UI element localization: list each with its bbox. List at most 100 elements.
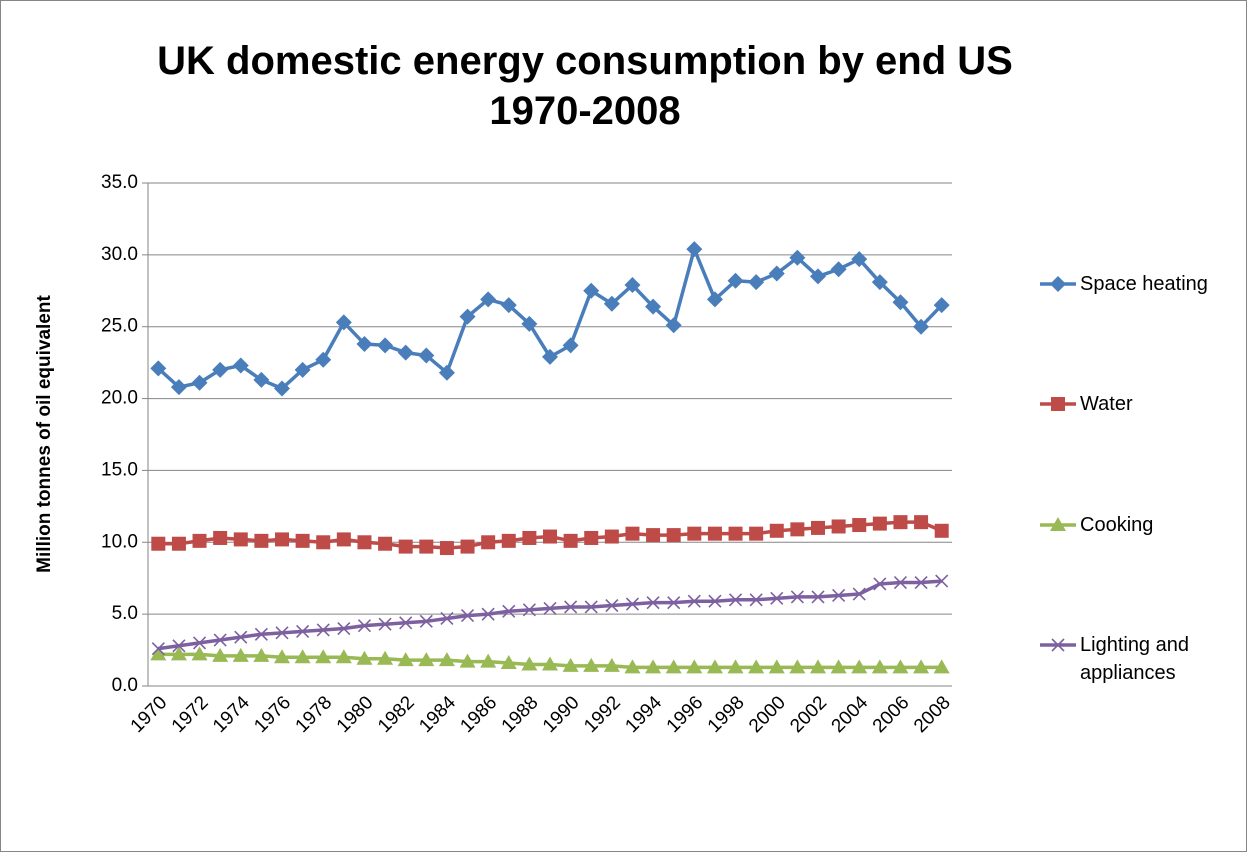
legend-marker [1050,517,1066,531]
marker [356,335,373,352]
y-tick-label: 5.0 [112,603,138,624]
marker [460,539,475,554]
legend-marker [1051,397,1065,411]
marker [770,591,784,605]
marker [564,600,578,614]
marker [500,655,517,670]
marker [356,650,373,665]
marker [337,621,351,636]
marker [667,596,681,610]
marker [459,308,476,325]
marker [254,627,268,641]
marker [170,646,187,661]
marker [232,647,249,662]
marker [378,617,392,631]
marker [873,577,887,591]
marker [687,526,702,541]
legend-label: Space heating [1080,273,1208,295]
y-axis-label: Million tonnes of oil equivalent [34,295,55,573]
marker [521,656,538,671]
marker [192,533,207,548]
marker [603,295,620,312]
marker [357,619,372,633]
marker [274,380,290,397]
marker [810,659,826,674]
marker [419,614,433,628]
y-tick-label: 35.0 [101,172,138,193]
legend-label: Lighting and appliances [1080,634,1189,684]
marker [604,529,619,544]
marker [480,291,497,308]
marker [562,337,579,354]
marker [852,587,866,601]
marker [481,607,495,621]
marker [294,649,311,664]
y-tick-label: 25.0 [101,316,138,337]
marker [418,347,435,364]
y-tick-label: 0.0 [112,675,138,696]
marker [727,272,744,289]
marker [398,539,413,554]
marker [749,593,763,607]
marker [914,575,928,590]
marker [852,518,867,533]
marker [871,659,888,674]
series [150,646,950,674]
marker [275,626,289,640]
marker [335,314,352,331]
series [151,515,949,556]
marker [605,598,619,613]
marker [171,536,186,551]
marker [397,344,414,361]
marker [583,657,600,672]
marker [253,647,270,662]
marker [481,535,496,550]
marker [212,361,229,378]
marker [624,659,641,674]
marker [419,539,434,554]
marker [706,659,723,674]
marker [913,318,930,335]
marker [397,652,414,667]
marker [213,530,228,545]
y-tick-label: 15.0 [101,459,138,480]
marker [438,364,455,381]
marker [399,616,413,630]
marker [438,652,455,667]
marker [378,536,393,551]
marker [646,596,660,610]
marker [522,603,536,617]
marker [728,593,743,607]
marker [872,516,887,531]
marker [212,647,229,662]
y-tick-label: 30.0 [101,244,138,265]
marker [377,337,394,354]
marker [500,297,517,314]
marker [892,659,909,674]
marker [501,533,516,548]
marker [521,315,538,332]
marker [583,282,600,299]
marker [871,274,888,291]
series [150,241,950,397]
marker [892,294,909,311]
marker [151,642,165,656]
marker [707,526,722,541]
marker [543,601,557,615]
marker [935,574,949,588]
marker [480,653,497,668]
marker [933,659,950,674]
marker [768,659,785,674]
marker [624,277,641,294]
marker [914,515,929,530]
marker [646,528,661,543]
marker [645,298,662,315]
marker [769,523,784,538]
marker [851,659,868,674]
marker [830,659,847,674]
marker [749,526,764,541]
marker [254,533,269,548]
marker [315,351,332,368]
marker [172,639,186,653]
